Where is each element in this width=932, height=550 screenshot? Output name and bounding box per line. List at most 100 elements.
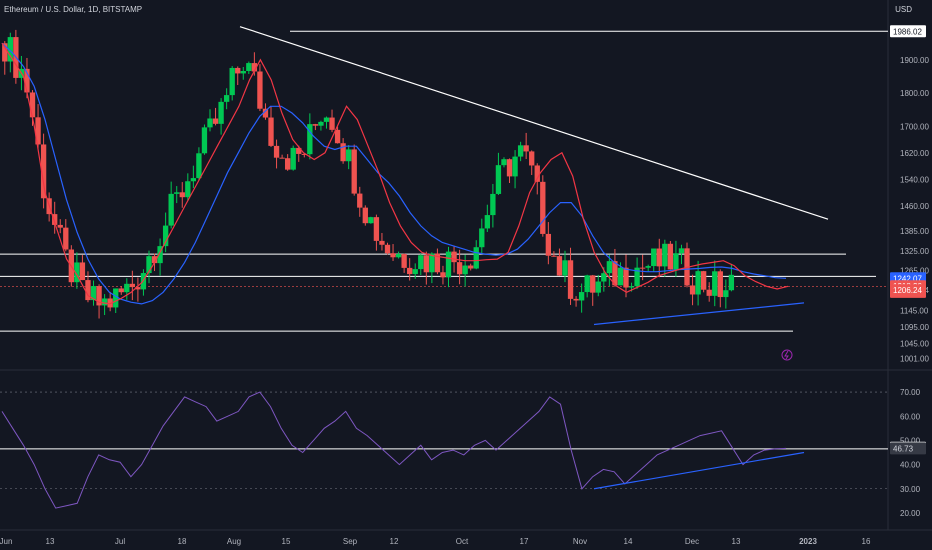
rsi-line [1,391,787,509]
candle-body [473,247,479,269]
candle-body [689,285,696,295]
candle-body [451,251,457,263]
candle-body [723,290,729,298]
candle-body [151,256,158,264]
candle-body [673,253,679,270]
candle-body [229,67,235,96]
candle-body [562,260,568,276]
candle-body [340,143,346,162]
candle-body [695,271,701,295]
price-tag: 1242.07 [893,274,922,283]
candle-body [384,244,391,254]
price-tick-label: 1265.00 [900,267,929,276]
candle-body [57,224,63,228]
price-tag-bg [890,25,926,38]
candle-body [290,147,296,170]
candle-body [728,274,735,291]
candle-body [712,271,718,296]
candle-body [29,92,36,118]
candle-body [390,253,396,258]
candle-body [462,265,468,275]
candlestick-series [2,29,735,319]
time-tick-label: Jun [0,537,12,546]
candle-body [129,283,136,288]
candle-body [529,151,535,166]
candle-body [573,298,579,301]
rsi-tick-label: 30.00 [900,485,921,494]
candle-body [601,273,607,282]
candle-body [124,283,130,293]
time-tick-label: 13 [46,537,55,546]
candle-body [645,266,651,268]
candle-body [634,267,640,287]
time-tick-label: Jul [115,537,125,546]
lower-trendline [593,302,805,326]
candle-body [207,118,213,128]
time-tick-label: 17 [520,537,529,546]
time-axis: Jun 13 Jul 18 Aug 15 Sep 12 Oct 17 Nov 14 Dec 13 2023 1… [0,537,871,546]
rsi-trendline [593,451,805,490]
candle-body [118,288,124,293]
price-tick-label: 1001.00 [900,354,929,363]
candle-body [628,286,635,288]
candle-body [307,124,313,155]
candle-body [279,157,285,159]
price-tick-label: 1900.00 [900,56,929,65]
currency-label: USD [895,5,912,14]
candle-body [401,254,407,268]
price-tick-label: 1460.00 [900,202,929,211]
alert-icon[interactable] [781,349,793,361]
candle-body [262,108,269,118]
candle-body [334,129,341,144]
candle-body [479,228,485,248]
candle-body [501,159,507,166]
price-tag-bg [890,284,926,297]
time-tick-label: Dec [685,537,699,546]
candle-body [79,262,86,281]
candle-body [63,227,69,250]
rsi-tag: 46.73 [893,444,914,453]
candle-body [534,165,540,182]
candle-body [484,215,490,229]
candle-body [540,181,546,234]
candle-body [7,37,13,62]
ema-fast-line [1,42,789,305]
candle-body [35,117,41,145]
candle-body [190,178,197,182]
candle-body [495,165,502,194]
candle-body [512,156,518,177]
candle-body [113,288,119,308]
candle-body [368,217,374,224]
price-tick-label: 1045.00 [900,340,929,349]
time-tick-label: 18 [178,537,187,546]
time-tick-label: 14 [624,537,633,546]
candle-body [329,117,335,130]
candle-body [395,254,402,258]
price-tick-label: 1800.00 [900,89,929,98]
candle-body [179,192,185,198]
time-tick-label: Nov [573,537,587,546]
rsi-tick-label: 20.00 [900,509,921,518]
candle-body [517,145,524,157]
candle-body [218,101,224,124]
price-tick-label: 1540.00 [900,175,929,184]
candle-body [407,267,413,275]
candle-body [212,118,219,124]
candle-body [651,248,657,267]
candle-body [468,265,474,269]
time-tick-label: 2023 [799,537,817,546]
symbol-title: Ethereum / U.S. Dollar, 1D, BITSTAMP [4,5,143,14]
time-tick-label: 13 [732,537,741,546]
candle-body [523,145,529,152]
candle-body [612,261,618,286]
candle-body [24,68,30,93]
candle-body [107,298,113,308]
candle-body [90,286,97,301]
price-tag: 1206.24 [893,286,922,295]
price-tick-label: 1325.00 [900,247,929,256]
candle-body [606,261,613,274]
rsi-tick-label: 40.00 [900,461,921,470]
candle-body [201,127,208,154]
